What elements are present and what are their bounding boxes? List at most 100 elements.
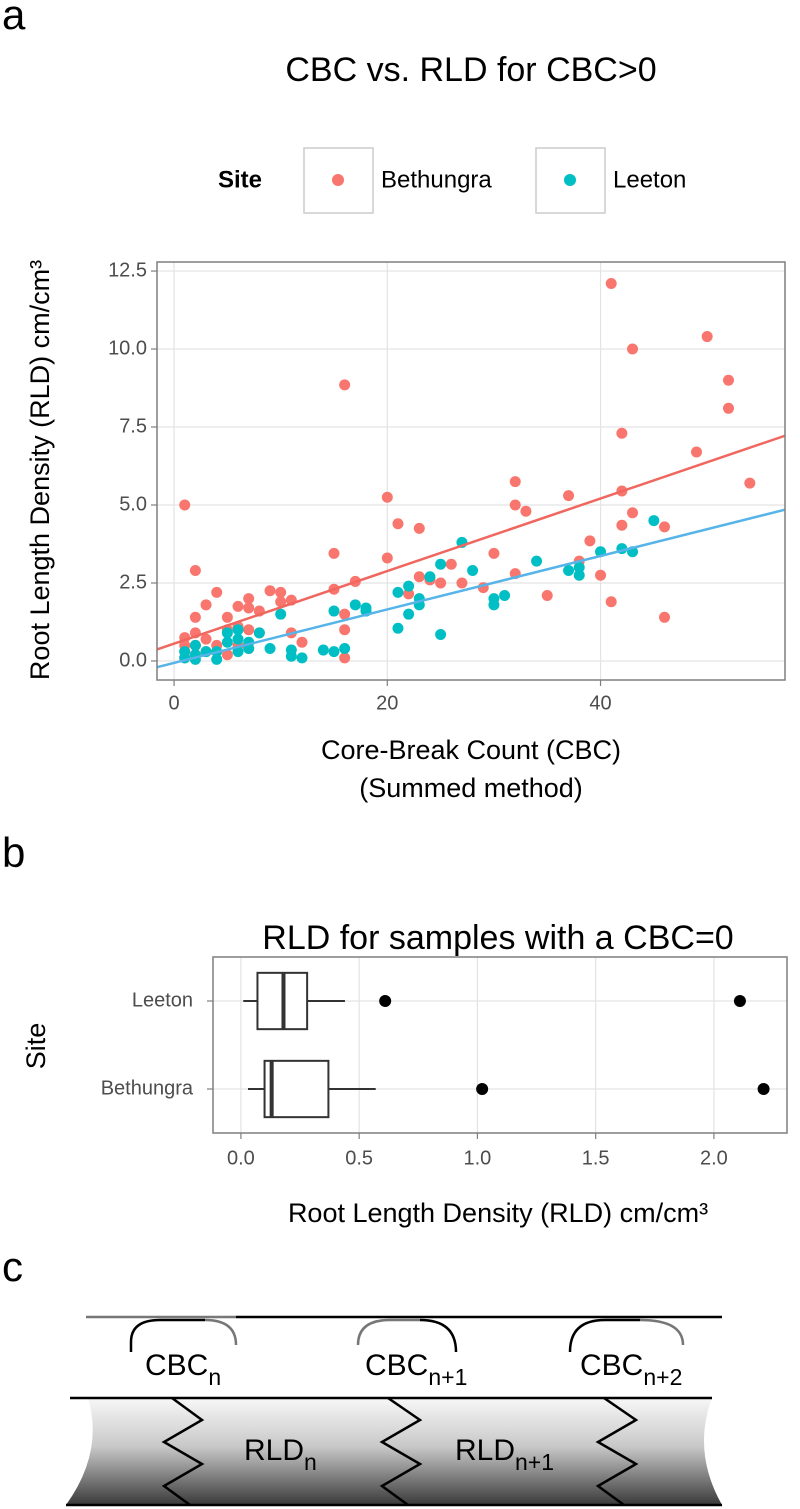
rld-label: RLDn+1 xyxy=(455,1434,554,1475)
point xyxy=(701,331,713,343)
point xyxy=(605,596,617,608)
point xyxy=(232,633,244,645)
panel-label: c xyxy=(2,1243,23,1290)
point xyxy=(200,599,212,611)
break xyxy=(161,1396,205,1507)
point xyxy=(317,644,329,656)
point xyxy=(744,477,756,489)
point xyxy=(573,561,585,573)
soil-core xyxy=(66,1398,722,1505)
x-tick-label: 1.0 xyxy=(464,1147,492,1169)
x-tick-label: 1.5 xyxy=(582,1147,610,1169)
point xyxy=(403,580,415,592)
core-diagram: CBCn CBCn+1 CBCn+2 RLDn RLDn+1 xyxy=(66,1315,722,1507)
panel-label: b xyxy=(2,829,25,876)
point xyxy=(722,402,734,414)
trend-line xyxy=(156,508,786,669)
point xyxy=(605,278,617,290)
point xyxy=(275,586,287,598)
outlier xyxy=(379,995,392,1007)
point xyxy=(595,569,607,581)
point xyxy=(413,522,425,534)
point xyxy=(520,505,532,517)
bracket xyxy=(204,1318,238,1346)
x-tick-label: 40 xyxy=(589,692,611,714)
y-tick-label: 5.0 xyxy=(119,493,147,515)
point xyxy=(392,586,404,598)
x-tick-label: 0 xyxy=(168,692,179,714)
plot-border xyxy=(212,956,788,1134)
point xyxy=(467,565,479,577)
point xyxy=(221,627,233,639)
point xyxy=(243,624,255,636)
point xyxy=(189,565,201,577)
point xyxy=(691,446,703,458)
label-sub: n+1 xyxy=(428,1364,467,1390)
point xyxy=(509,499,521,511)
point xyxy=(488,547,500,559)
panel-label: a xyxy=(2,0,26,38)
label-base: RLD xyxy=(455,1434,515,1467)
point xyxy=(722,374,734,386)
label-base: RLD xyxy=(244,1434,304,1467)
trend-line xyxy=(156,434,786,651)
legend-marker xyxy=(564,174,576,186)
rld-label: RLDn xyxy=(244,1434,317,1475)
x-tick-label: 20 xyxy=(376,692,398,714)
point xyxy=(339,624,351,636)
point xyxy=(403,588,415,600)
label-base: CBC xyxy=(145,1349,208,1382)
point xyxy=(435,628,447,640)
bracket xyxy=(419,1318,458,1353)
chart-title: RLD for samples with a CBC=0 xyxy=(262,919,733,957)
x-tick-label: 0.5 xyxy=(345,1147,373,1169)
point xyxy=(243,593,255,605)
point xyxy=(339,608,351,620)
outlier xyxy=(757,1083,770,1095)
y-tick-label: 0.0 xyxy=(119,649,147,671)
point xyxy=(413,571,425,583)
point xyxy=(296,652,308,664)
x-axis-title: (Summed method) xyxy=(359,773,583,803)
legend-label: Bethungra xyxy=(381,166,492,193)
y-tick-label: Bethungra xyxy=(101,1077,194,1099)
point xyxy=(499,589,511,601)
point xyxy=(275,608,287,620)
point xyxy=(339,642,351,654)
point xyxy=(541,589,553,601)
point xyxy=(403,608,415,620)
point xyxy=(328,605,340,617)
box xyxy=(263,1059,330,1119)
point xyxy=(435,577,447,589)
break xyxy=(379,1396,423,1507)
point xyxy=(627,507,639,519)
y-axis-title: Site xyxy=(21,1023,51,1070)
point xyxy=(531,555,543,567)
plot-border xyxy=(156,261,786,681)
label-sub: n xyxy=(304,1449,317,1475)
point xyxy=(381,552,393,564)
point xyxy=(563,490,575,502)
point xyxy=(211,586,223,598)
point xyxy=(648,515,660,527)
point xyxy=(488,599,500,611)
bracket xyxy=(639,1318,685,1346)
legend-marker xyxy=(332,174,344,186)
y-axis-title: Root Length Density (RLD) cm/cm³ xyxy=(25,260,55,680)
point xyxy=(179,499,191,511)
label-base: CBC xyxy=(365,1349,428,1382)
outlier xyxy=(476,1083,489,1095)
y-tick-label: Leeton xyxy=(132,989,193,1011)
x-axis-title: Root Length Density (RLD) cm/cm³ xyxy=(288,1198,708,1228)
point xyxy=(221,611,233,623)
point xyxy=(296,636,308,648)
cbc-label: CBCn+2 xyxy=(580,1349,682,1390)
chart-title: CBC vs. RLD for CBC>0 xyxy=(285,51,656,89)
point xyxy=(392,622,404,634)
point xyxy=(456,577,468,589)
y-tick-label: 10.0 xyxy=(108,337,147,359)
point xyxy=(189,639,201,651)
point xyxy=(328,547,340,559)
point xyxy=(435,558,447,570)
point xyxy=(339,652,351,664)
